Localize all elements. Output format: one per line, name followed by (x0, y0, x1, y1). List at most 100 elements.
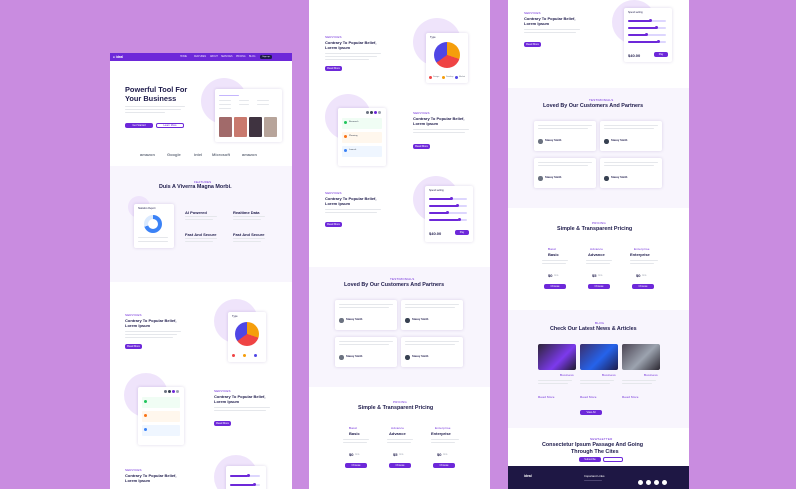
p3-cta-kicker: NEWSLETTER (590, 437, 613, 441)
statistics-card: Statistics Report (134, 204, 174, 248)
p3-news-tag-3[interactable]: Business (644, 373, 658, 377)
brand-logo[interactable]: ● ideal (113, 55, 124, 60)
p3-testimonials-section: TESTIMONIALS Loved By Our Customers And … (508, 88, 689, 208)
nav-link-blog[interactable]: BLOG (249, 56, 256, 58)
p2-plan-basic-name: Basic (349, 431, 360, 436)
p3-plan-advance-price: $5 (592, 273, 597, 278)
feature-title-ai-powered: AI Powered (185, 210, 207, 215)
instagram-icon[interactable] (662, 480, 667, 485)
p2-spend-price: $40.00 (429, 231, 442, 236)
hero-get-started-button[interactable]: Get Started (125, 123, 153, 128)
p2-testimonials-kicker: TESTIMONIALS (390, 277, 415, 281)
p3-pricing-kicker: PRICING (592, 221, 606, 225)
p3-news-image-1[interactable] (538, 344, 576, 370)
hero-title-line-1: Powerful Tool For (125, 85, 188, 94)
p3-service-kicker: SERVICES (524, 11, 541, 15)
p2-pricing-title: Simple & Transparent Pricing (358, 405, 434, 411)
p2-testimonial-card-3: Stacey Smith (335, 337, 397, 367)
p2-plan-enterprise: Enterprise Enterprise $0 /mo Choose (427, 426, 467, 472)
p2-plan-advance-period: /mo (399, 453, 404, 456)
p2-service-b-button[interactable]: Read More (413, 144, 430, 149)
p3-service-title-1: Contrary To Popular Belief, (524, 16, 576, 21)
p2-spend-pay-button[interactable]: Pay (455, 230, 469, 235)
p3-news-read-3[interactable]: Read More (622, 395, 639, 399)
p2-plan-advance-button[interactable]: Choose (389, 463, 411, 468)
p2-plan-basic: Basic Basic $0 /mo Choose (339, 426, 373, 472)
p3-footer: ideal Important Links (508, 466, 689, 489)
linkedin-icon[interactable] (654, 480, 659, 485)
nav-link-features[interactable]: FEATURES (194, 56, 207, 58)
p2-pie-chart (434, 42, 460, 68)
p2-testimonial-name-3: Stacey Smith (346, 355, 363, 358)
p3-plan-basic-price: $0 (548, 273, 553, 278)
p3-plan-enterprise-period: /mo (642, 274, 647, 277)
p3-testimonial-card-2: Stacey Smith (600, 121, 662, 151)
p3-testimonial-name-2: Stacey Smith (611, 139, 628, 142)
hero-photo-1 (219, 117, 232, 137)
p3-plan-basic-period: /mo (554, 274, 559, 277)
p3-service-title-2: Lorem Ipsum (524, 21, 550, 26)
p2-plan-enterprise-tag: Enterprise (435, 426, 451, 430)
p2-service-a-title-2: Lorem Ipsum (325, 45, 351, 50)
brand-logo-google: Google (167, 152, 181, 157)
nav-link-about[interactable]: ABOUT (210, 56, 218, 58)
twitter-icon[interactable] (646, 480, 651, 485)
nav-signup-button[interactable]: Sign up (260, 54, 272, 60)
tasks-card (138, 387, 184, 445)
p3-testimonial-name-4: Stacey Smith (611, 176, 628, 179)
top-navbar: ● ideal HOME FEATURES ABOUT SERVICES PRI… (110, 53, 292, 61)
p2-testimonial-name-2: Stacey Smith (412, 318, 429, 321)
p2-plan-basic-period: /mo (355, 453, 360, 456)
p3-news-image-2[interactable] (580, 344, 618, 370)
p2-service-a-title-1: Contrary To Popular Belief, (325, 40, 377, 45)
p3-plan-enterprise-button[interactable]: Choose (632, 284, 654, 289)
brand-logo-amazon: amazon (140, 152, 155, 157)
facebook-icon[interactable] (638, 480, 643, 485)
hero-learn-more-button[interactable]: Learn More (156, 123, 184, 128)
p3-news-read-1[interactable]: Read More (538, 395, 555, 399)
p2-testimonial-card-1: Stacey Smith (335, 300, 397, 330)
statistics-card-title: Statistics Report (138, 207, 156, 210)
p2-testimonials-title: Loved By Our Customers And Partners (344, 282, 445, 288)
p2-service-a-kicker: SERVICES (325, 35, 342, 39)
spend-card-partial (226, 466, 266, 489)
hero-dashboard-mockup (215, 89, 282, 142)
p3-testimonial-card-4: Stacey Smith (600, 158, 662, 188)
p2-plan-enterprise-name: Enterprise (431, 431, 451, 436)
p3-news-title: Check Our Latest News & Articles (550, 326, 637, 332)
p3-plan-advance-tag: Advance (590, 247, 604, 251)
pie-card-title: Type (232, 315, 238, 318)
nav-link-home[interactable]: HOME (180, 56, 187, 58)
p3-news-tag-1[interactable]: Business (560, 373, 574, 377)
p2-service-a-button[interactable]: Read More (325, 66, 342, 71)
p3-cta-email-input[interactable] (603, 457, 623, 462)
p3-service-button[interactable]: Read More (524, 42, 541, 47)
p2-tasks-card: Research Planning Launch (338, 108, 386, 166)
p3-news-image-3[interactable] (622, 344, 660, 370)
p2-plan-enterprise-price: $0 (437, 452, 442, 457)
p3-footer-logo[interactable]: ideal (524, 474, 532, 478)
p3-news-view-all-button[interactable]: View All (580, 410, 602, 415)
p3-plan-enterprise: Enterprise Enterprise $0 /mo Choose (626, 247, 666, 293)
p3-plan-basic-button[interactable]: Choose (544, 284, 566, 289)
service-2-read-more-button[interactable]: Read More (214, 421, 231, 426)
p2-service-b-title-1: Contrary To Popular Belief, (413, 116, 465, 121)
p3-spend-title: Spend setting (628, 11, 643, 14)
hero-photo-3 (249, 117, 262, 137)
nav-link-services[interactable]: SERVICES (221, 56, 233, 58)
p3-footer-links-title: Important Links (584, 474, 605, 478)
p2-service-c-button[interactable]: Read More (325, 222, 342, 227)
nav-link-pricing[interactable]: PRICING (236, 56, 246, 58)
p3-plan-advance-button[interactable]: Choose (588, 284, 610, 289)
p3-spend-pay-button[interactable]: Pay (654, 52, 668, 57)
p3-cta-subscribe-button[interactable]: Subscribe (579, 457, 601, 462)
p2-plan-basic-button[interactable]: Choose (345, 463, 367, 468)
p3-news-read-2[interactable]: Read More (580, 395, 597, 399)
p3-testimonial-name-3: Stacey Smith (545, 176, 562, 179)
service-1-read-more-button[interactable]: Read More (125, 344, 142, 349)
p3-news-tag-2[interactable]: Business (602, 373, 616, 377)
p3-news-section: BLOG Check Our Latest News & Articles Bu… (508, 310, 689, 428)
p2-spend-card: Spend setting $40.00 Pay (425, 186, 473, 242)
p2-pie-legend-1: Design (433, 76, 440, 78)
p2-plan-enterprise-button[interactable]: Choose (433, 463, 455, 468)
